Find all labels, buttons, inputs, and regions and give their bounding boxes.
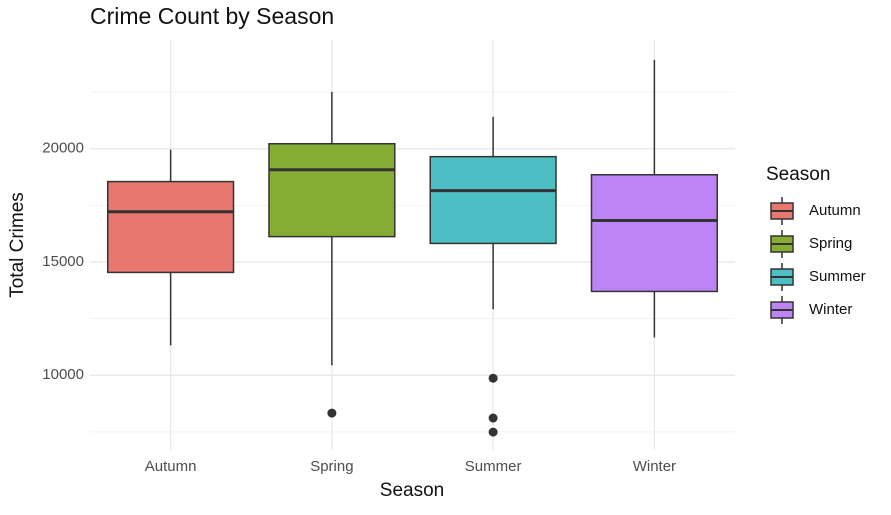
x-tick-label: Summer (465, 458, 522, 475)
legend-label: Autumn (809, 202, 861, 219)
y-tick-label: 10000 (42, 366, 84, 383)
box-group (106, 149, 235, 346)
x-tick-label: Winter (633, 458, 676, 475)
y-axis-title: Total Crimes (7, 192, 28, 298)
legend-label: Spring (809, 235, 852, 252)
legend-label: Summer (809, 268, 866, 285)
box-group (590, 59, 719, 338)
x-tick-label: Autumn (145, 458, 197, 475)
outlier (488, 373, 498, 383)
box (106, 180, 235, 274)
y-tick-label: 20000 (42, 140, 84, 157)
chart-title: Crime Count by Season (90, 3, 334, 29)
box-group (268, 91, 396, 418)
y-tick-label: 15000 (42, 253, 84, 270)
box (268, 142, 396, 238)
outlier (327, 408, 337, 418)
legend-label: Winter (809, 301, 852, 318)
box (429, 155, 557, 245)
outlier (488, 427, 498, 437)
x-tick-label: Spring (310, 458, 353, 475)
outlier (488, 413, 498, 423)
box-group (429, 116, 557, 437)
x-axis-title: Season (380, 480, 444, 501)
box (590, 174, 719, 293)
legend-title: Season (766, 164, 830, 185)
